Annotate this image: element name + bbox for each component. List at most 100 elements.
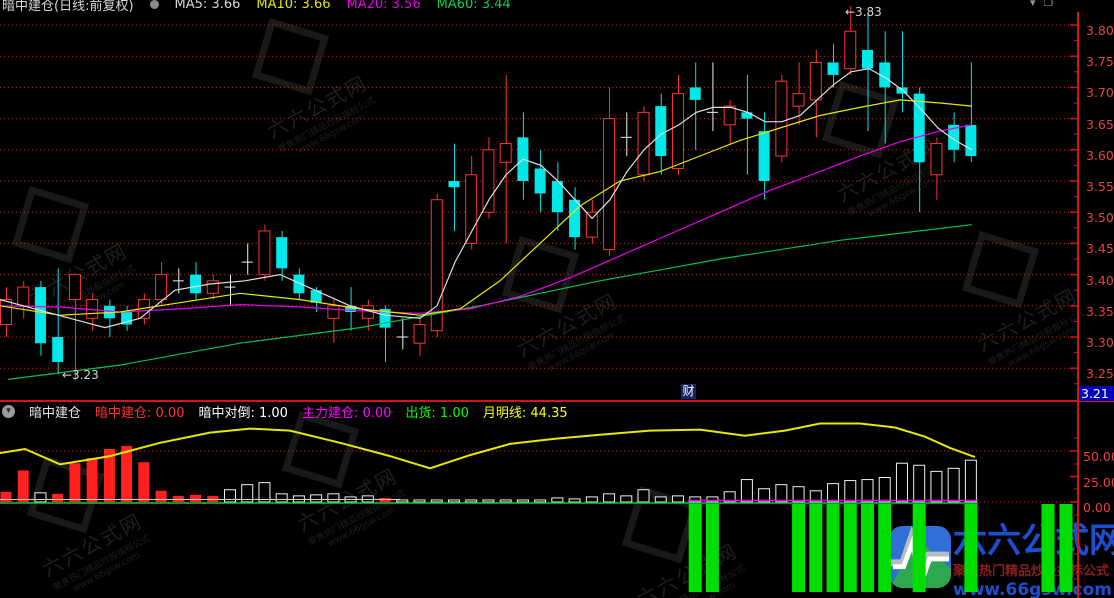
histogram-bar-red bbox=[138, 462, 150, 502]
candle-body-down bbox=[293, 274, 305, 294]
histogram-bar-white bbox=[844, 480, 857, 503]
candle-body-down bbox=[913, 93, 925, 163]
indicator-axis-label: 50.00 bbox=[1083, 449, 1114, 464]
candle-body-up bbox=[482, 149, 495, 213]
axis-min-price-badge: 3.21 bbox=[1079, 386, 1114, 401]
histogram-bar-white bbox=[637, 489, 650, 503]
candle-body-up bbox=[844, 30, 857, 70]
price-axis-label: 3.50 bbox=[1086, 210, 1114, 226]
restore-window-icon[interactable]: ❐ bbox=[1043, 0, 1054, 8]
candle-body-down bbox=[948, 124, 960, 150]
histogram-bar-white bbox=[396, 499, 409, 503]
candle-body-up bbox=[327, 305, 340, 319]
histogram-bar-white bbox=[913, 464, 926, 503]
candle-body-up bbox=[155, 274, 168, 301]
candle-body-up bbox=[671, 93, 684, 170]
candle-body-down bbox=[896, 87, 908, 94]
ma5-readout: MA5: 3.66 bbox=[174, 0, 241, 12]
histogram-bar-white bbox=[878, 477, 891, 503]
readout-zhuli-jiancang: 主力建仓: 0.00 bbox=[301, 406, 392, 421]
candle-body-up bbox=[585, 211, 598, 238]
histogram-bar-white bbox=[964, 459, 977, 503]
candle-body-down bbox=[534, 168, 546, 194]
chart-title-bar: 暗中建仓(日线:前复权) MA5: 3.66 MA10: 3.66 MA20: … bbox=[2, 0, 511, 14]
histogram-bar-white bbox=[620, 495, 633, 503]
histogram-bar-red bbox=[121, 445, 133, 502]
financial-report-marker[interactable]: 财 bbox=[681, 384, 696, 399]
window-controls: ▾ ❐ bbox=[1030, 0, 1053, 8]
candle-body-down bbox=[862, 49, 873, 69]
price-axis-label: 3.25 bbox=[1086, 366, 1114, 382]
candle-body-down bbox=[379, 308, 391, 328]
histogram-bar-white bbox=[258, 482, 271, 503]
histogram-bar-white bbox=[465, 499, 478, 503]
histogram-bar-white bbox=[482, 499, 495, 503]
candle-body-down bbox=[879, 62, 891, 88]
candle-body-up bbox=[499, 143, 512, 163]
histogram-bar-white bbox=[551, 497, 564, 503]
indicator-name[interactable]: 暗中建仓 bbox=[29, 406, 82, 421]
price-axis-label: 3.80 bbox=[1086, 23, 1114, 38]
price-axis-label: 3.55 bbox=[1086, 179, 1114, 194]
histogram-bar-white bbox=[930, 470, 943, 503]
candle-body-down bbox=[52, 337, 64, 362]
histogram-bar-white bbox=[895, 462, 908, 503]
histogram-bar-red bbox=[0, 491, 12, 502]
green-signal-bar bbox=[809, 504, 823, 592]
high-price-annotation: ←3.83 bbox=[845, 5, 882, 19]
collapse-panel-icon[interactable]: ▾ bbox=[2, 405, 15, 418]
candle-body-up bbox=[258, 230, 271, 276]
candle-body-up bbox=[809, 61, 822, 101]
green-signal-bar bbox=[705, 504, 719, 592]
readout-anzhong-jiancang: 暗中建仓: 0.00 bbox=[95, 406, 185, 421]
candle-body-down bbox=[655, 106, 667, 157]
candle-body-down bbox=[276, 237, 288, 269]
ma20-readout: MA20: 3.56 bbox=[346, 0, 421, 12]
yuemingxian-line bbox=[0, 422, 976, 470]
readout-anzhong-duidao: 暗中对倒: 1.00 bbox=[198, 406, 288, 421]
price-axis-label: 3.60 bbox=[1086, 147, 1114, 163]
ma10-line bbox=[0, 99, 973, 316]
indicator-axis-label: 25.00 bbox=[1083, 474, 1114, 490]
histogram-bar-red bbox=[69, 463, 81, 502]
histogram-bar-white bbox=[275, 493, 288, 503]
readout-chuhuo: 出货: 1.00 bbox=[405, 406, 469, 421]
candle-body-down bbox=[310, 290, 322, 303]
histogram-bar-white bbox=[775, 484, 788, 503]
candle-body-down bbox=[448, 181, 460, 188]
histogram-bar-white bbox=[413, 499, 426, 503]
green-signal-bar bbox=[1041, 504, 1055, 592]
histogram-bar-white bbox=[706, 496, 719, 503]
green-signal-bar bbox=[792, 504, 806, 592]
histogram-bar-white bbox=[241, 484, 254, 503]
green-signal-bar bbox=[912, 504, 926, 592]
histogram-bar-white bbox=[534, 499, 547, 503]
candle-body-up bbox=[413, 324, 426, 344]
chevron-down-icon[interactable]: ▾ bbox=[1030, 0, 1036, 8]
candle-body-down bbox=[965, 124, 977, 157]
ma60-readout: MA60: 3.44 bbox=[436, 0, 511, 12]
histogram-bar-white bbox=[310, 494, 323, 503]
candle-body-down bbox=[190, 274, 202, 294]
histogram-bar-red bbox=[207, 495, 219, 502]
price-axis-label: 3.35 bbox=[1086, 303, 1114, 319]
histogram-bar-red bbox=[155, 490, 167, 502]
indicator-dot-icon[interactable] bbox=[149, 0, 159, 9]
histogram-bar-white bbox=[34, 492, 47, 503]
candle-body-down bbox=[345, 305, 357, 313]
candle-body-up bbox=[430, 199, 443, 332]
green-signal-bar bbox=[964, 504, 978, 592]
price-axis-label: 3.65 bbox=[1086, 116, 1114, 132]
candle-body-down bbox=[569, 199, 581, 238]
histogram-bar-white bbox=[689, 496, 702, 503]
histogram-bar-white bbox=[740, 479, 753, 503]
histogram-bar-red bbox=[86, 458, 98, 502]
price-axis-label: 3.45 bbox=[1086, 241, 1114, 257]
candle-body-up bbox=[17, 286, 30, 307]
green-signal-bar bbox=[826, 504, 840, 592]
green-signal-bar bbox=[843, 504, 857, 592]
candle-body-up bbox=[465, 174, 478, 244]
candle-body-up bbox=[930, 143, 943, 176]
histogram-bar-white bbox=[292, 495, 305, 503]
